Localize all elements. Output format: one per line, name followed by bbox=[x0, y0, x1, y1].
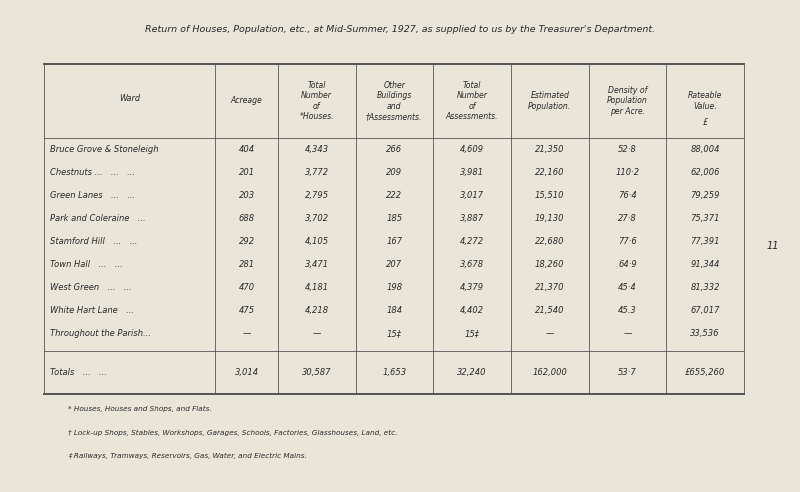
Text: —: — bbox=[313, 329, 321, 338]
Text: 185: 185 bbox=[386, 214, 402, 223]
Text: Park and Coleraine ...: Park and Coleraine ... bbox=[50, 214, 146, 223]
Text: 79,259: 79,259 bbox=[690, 191, 720, 200]
Text: Rateable
Value.: Rateable Value. bbox=[688, 91, 722, 111]
Text: 4,343: 4,343 bbox=[305, 145, 329, 154]
Text: Density of
Population
per Acre.: Density of Population per Acre. bbox=[607, 86, 648, 116]
Text: 281: 281 bbox=[238, 260, 254, 269]
Text: 15‡: 15‡ bbox=[465, 329, 480, 338]
Text: £: £ bbox=[702, 118, 707, 127]
Text: 4,218: 4,218 bbox=[305, 306, 329, 315]
Text: † Lock-up Shops, Stables, Workshops, Garages, Schools, Factories, Glasshouses, L: † Lock-up Shops, Stables, Workshops, Gar… bbox=[68, 430, 398, 435]
Text: Total
Number
of
Assessments.: Total Number of Assessments. bbox=[446, 81, 498, 121]
Text: 3,017: 3,017 bbox=[460, 191, 484, 200]
Text: 3,887: 3,887 bbox=[460, 214, 484, 223]
Text: 27·8: 27·8 bbox=[618, 214, 637, 223]
Text: Throughout the Parish...: Throughout the Parish... bbox=[50, 329, 150, 338]
Text: 475: 475 bbox=[238, 306, 254, 315]
Text: 15‡: 15‡ bbox=[387, 329, 402, 338]
Text: 91,344: 91,344 bbox=[690, 260, 720, 269]
Text: 4,181: 4,181 bbox=[305, 283, 329, 292]
Text: 11: 11 bbox=[766, 241, 779, 251]
Text: —: — bbox=[546, 329, 554, 338]
Text: 3,014: 3,014 bbox=[234, 368, 258, 377]
Text: 167: 167 bbox=[386, 237, 402, 246]
Text: 198: 198 bbox=[386, 283, 402, 292]
Text: * Houses, Houses and Shops, and Flats.: * Houses, Houses and Shops, and Flats. bbox=[68, 406, 212, 412]
Text: 4,402: 4,402 bbox=[460, 306, 484, 315]
Text: ‡ Railways, Tramways, Reservoirs, Gas, Water, and Electric Mains.: ‡ Railways, Tramways, Reservoirs, Gas, W… bbox=[68, 453, 306, 459]
Text: White Hart Lane ...: White Hart Lane ... bbox=[50, 306, 134, 315]
Text: 470: 470 bbox=[238, 283, 254, 292]
Text: 52·8: 52·8 bbox=[618, 145, 637, 154]
Text: —: — bbox=[623, 329, 632, 338]
Text: 110·2: 110·2 bbox=[615, 168, 639, 177]
Text: 3,772: 3,772 bbox=[305, 168, 329, 177]
Text: 2,795: 2,795 bbox=[305, 191, 329, 200]
Text: —: — bbox=[242, 329, 250, 338]
Text: 32,240: 32,240 bbox=[458, 368, 487, 377]
Text: 62,006: 62,006 bbox=[690, 168, 720, 177]
Text: Ward: Ward bbox=[119, 94, 140, 103]
Text: 75,371: 75,371 bbox=[690, 214, 720, 223]
Text: 3,981: 3,981 bbox=[460, 168, 484, 177]
Text: Acreage: Acreage bbox=[230, 96, 262, 105]
Text: Total
Number
of
*Houses.: Total Number of *Houses. bbox=[299, 81, 334, 121]
Text: £655,260: £655,260 bbox=[685, 368, 726, 377]
Text: Return of Houses, Population, etc., at Mid-Summer, 1927, as supplied to us by th: Return of Houses, Population, etc., at M… bbox=[145, 25, 655, 33]
Text: 45·4: 45·4 bbox=[618, 283, 637, 292]
Text: 4,272: 4,272 bbox=[460, 237, 484, 246]
Text: 22,680: 22,680 bbox=[535, 237, 565, 246]
Text: 21,350: 21,350 bbox=[535, 145, 565, 154]
Text: 404: 404 bbox=[238, 145, 254, 154]
Text: Chestnuts ... ... ...: Chestnuts ... ... ... bbox=[50, 168, 134, 177]
Text: 67,017: 67,017 bbox=[690, 306, 720, 315]
Text: Stamford Hill ... ...: Stamford Hill ... ... bbox=[50, 237, 137, 246]
Text: Totals ... ...: Totals ... ... bbox=[50, 368, 106, 377]
Text: 53·7: 53·7 bbox=[618, 368, 637, 377]
Text: 21,540: 21,540 bbox=[535, 306, 565, 315]
Text: Other
Buildings
and
†Assessments.: Other Buildings and †Assessments. bbox=[366, 81, 422, 121]
Text: 33,536: 33,536 bbox=[690, 329, 720, 338]
Text: 15,510: 15,510 bbox=[535, 191, 565, 200]
Text: Town Hall ... ...: Town Hall ... ... bbox=[50, 260, 122, 269]
Text: 209: 209 bbox=[386, 168, 402, 177]
Text: 77·6: 77·6 bbox=[618, 237, 637, 246]
Text: 3,702: 3,702 bbox=[305, 214, 329, 223]
Text: 19,130: 19,130 bbox=[535, 214, 565, 223]
Text: 22,160: 22,160 bbox=[535, 168, 565, 177]
Text: 30,587: 30,587 bbox=[302, 368, 331, 377]
Text: 21,370: 21,370 bbox=[535, 283, 565, 292]
Text: 45.3: 45.3 bbox=[618, 306, 637, 315]
Text: 77,391: 77,391 bbox=[690, 237, 720, 246]
Text: 4,105: 4,105 bbox=[305, 237, 329, 246]
Text: 222: 222 bbox=[386, 191, 402, 200]
Text: West Green ... ...: West Green ... ... bbox=[50, 283, 131, 292]
Text: 688: 688 bbox=[238, 214, 254, 223]
Text: 203: 203 bbox=[238, 191, 254, 200]
Text: 184: 184 bbox=[386, 306, 402, 315]
Text: Green Lanes ... ...: Green Lanes ... ... bbox=[50, 191, 134, 200]
Text: 1,653: 1,653 bbox=[382, 368, 406, 377]
Text: 292: 292 bbox=[238, 237, 254, 246]
Text: 81,332: 81,332 bbox=[690, 283, 720, 292]
Text: 266: 266 bbox=[386, 145, 402, 154]
Text: 76·4: 76·4 bbox=[618, 191, 637, 200]
Text: 3,471: 3,471 bbox=[305, 260, 329, 269]
Text: 162,000: 162,000 bbox=[532, 368, 567, 377]
Text: Bruce Grove & Stoneleigh: Bruce Grove & Stoneleigh bbox=[50, 145, 158, 154]
Text: 4,609: 4,609 bbox=[460, 145, 484, 154]
Text: 3,678: 3,678 bbox=[460, 260, 484, 269]
Text: 201: 201 bbox=[238, 168, 254, 177]
Text: 207: 207 bbox=[386, 260, 402, 269]
Text: 64·9: 64·9 bbox=[618, 260, 637, 269]
Text: 88,004: 88,004 bbox=[690, 145, 720, 154]
Text: 18,260: 18,260 bbox=[535, 260, 565, 269]
Text: Estimated
Population.: Estimated Population. bbox=[528, 91, 571, 111]
Text: 4,379: 4,379 bbox=[460, 283, 484, 292]
